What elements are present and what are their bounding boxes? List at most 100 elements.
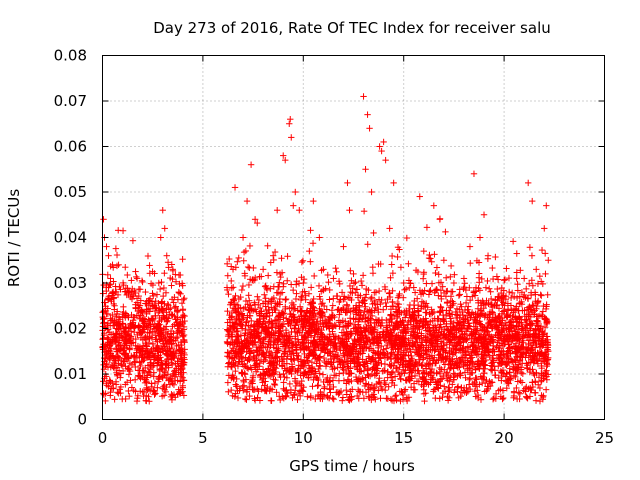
data-point [170, 299, 177, 306]
data-point [160, 332, 167, 339]
data-point [113, 348, 121, 355]
data-point [163, 314, 171, 322]
data-point [149, 281, 157, 289]
data-point [224, 272, 231, 279]
data-point [382, 386, 389, 394]
data-point [364, 366, 372, 373]
data-point [109, 316, 116, 324]
data-point [113, 310, 121, 318]
data-point [122, 381, 129, 388]
data-point [167, 393, 175, 401]
data-point [542, 386, 550, 393]
data-point [388, 374, 395, 381]
data-point [386, 225, 393, 232]
data-point [164, 371, 172, 378]
data-point [460, 275, 468, 282]
data-point [486, 285, 493, 292]
data-point [397, 376, 405, 383]
data-point [528, 252, 536, 259]
data-point [286, 380, 294, 388]
data-point [419, 275, 427, 282]
data-point [168, 361, 176, 369]
data-point [282, 296, 289, 304]
data-point [133, 273, 140, 281]
data-point [105, 293, 113, 300]
data-point [224, 379, 232, 386]
data-point [148, 383, 156, 391]
data-point [529, 197, 536, 205]
data-point [310, 272, 318, 280]
data-point [133, 354, 141, 362]
data-point [165, 302, 172, 309]
data-point [104, 326, 111, 333]
data-point [484, 252, 492, 259]
data-point [289, 286, 297, 294]
data-point [154, 384, 161, 391]
y-tick-label: 0.04 [54, 229, 87, 247]
data-point [146, 333, 154, 340]
data-point [151, 379, 159, 387]
data-point [132, 268, 139, 275]
data-point [102, 397, 109, 405]
y-tick-label: 0.08 [54, 47, 87, 65]
data-point [505, 288, 513, 296]
data-point [145, 339, 153, 347]
data-point [160, 292, 167, 300]
data-point [388, 369, 395, 377]
data-point [369, 270, 377, 277]
data-point [179, 327, 186, 335]
data-point [332, 264, 339, 272]
data-point [118, 362, 126, 369]
data-point [122, 395, 129, 403]
data-point [154, 378, 162, 385]
data-point [100, 341, 107, 348]
data-point [162, 388, 170, 396]
data-point [110, 364, 117, 371]
data-point [235, 254, 242, 262]
data-point [168, 311, 176, 318]
data-point [284, 253, 291, 260]
data-point [156, 336, 163, 344]
data-point [307, 258, 314, 265]
data-point [146, 353, 153, 360]
data-point [175, 347, 183, 354]
y-tick-label: 0.02 [54, 320, 87, 338]
data-point [125, 332, 133, 339]
data-point [339, 394, 347, 401]
data-point [420, 247, 427, 255]
grid-lines [102, 55, 605, 420]
data-point [448, 288, 455, 296]
data-point [131, 358, 139, 365]
data-point [273, 207, 281, 214]
data-point [247, 161, 255, 168]
data-point [271, 381, 279, 389]
data-point [115, 314, 123, 321]
data-point [100, 307, 108, 315]
data-point [126, 345, 133, 352]
data-point [360, 207, 368, 215]
y-axis-title: ROTI / TECUs [5, 189, 23, 287]
data-point [166, 345, 173, 352]
data-point [537, 291, 544, 298]
data-point [157, 361, 164, 369]
data-point [300, 279, 307, 287]
data-point [536, 384, 544, 392]
data-point [489, 264, 496, 272]
data-point [159, 305, 167, 312]
data-point [394, 253, 401, 261]
data-point [142, 364, 149, 372]
data-point [156, 373, 163, 380]
data-point [402, 285, 410, 293]
data-point [169, 380, 176, 387]
data-point [538, 292, 545, 299]
data-point [326, 296, 333, 303]
data-point [179, 282, 186, 289]
data-point [119, 320, 126, 327]
data-point [131, 376, 139, 383]
data-point [268, 397, 275, 404]
data-point [467, 259, 474, 267]
data-point [360, 93, 367, 100]
x-tick-label: 25 [595, 429, 614, 447]
data-point [426, 251, 433, 259]
data-point [264, 242, 271, 250]
